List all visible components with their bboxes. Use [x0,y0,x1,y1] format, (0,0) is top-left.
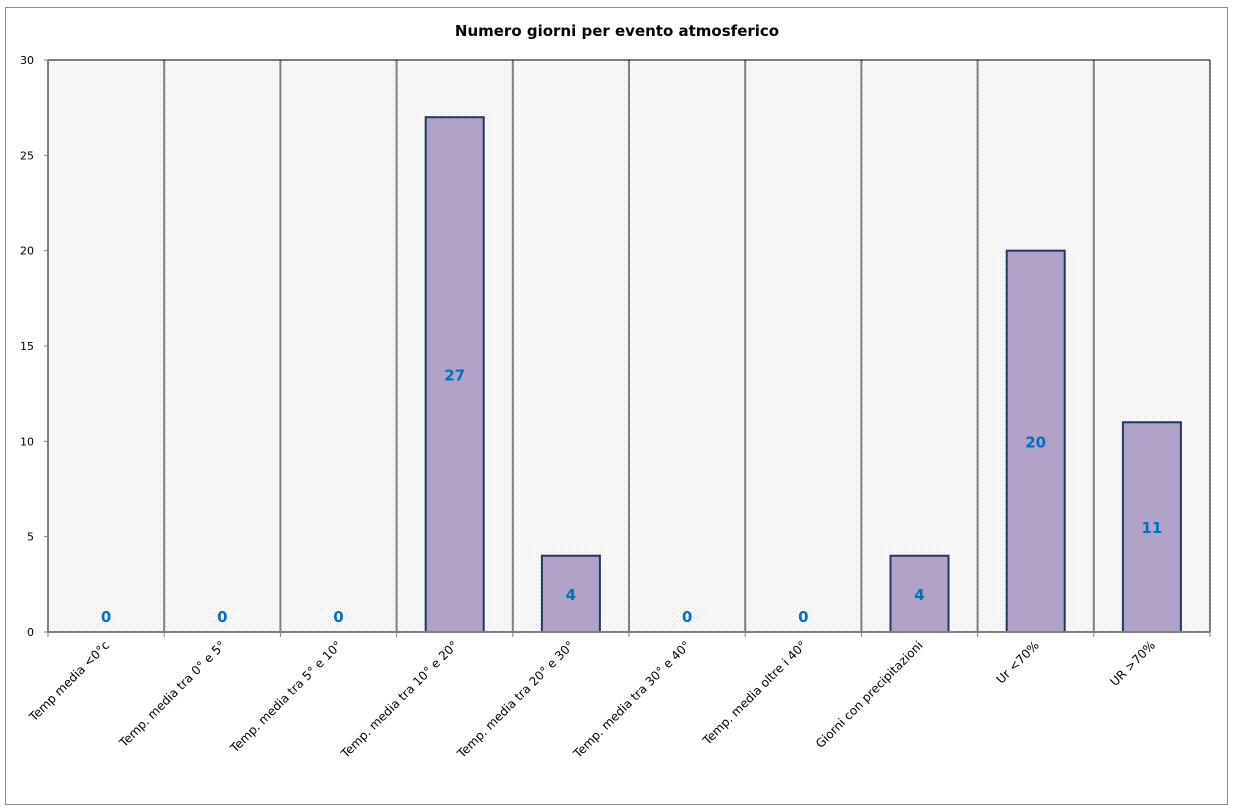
data-label: 20 [1025,433,1046,451]
y-tick-label: 20 [20,245,34,258]
data-label: 27 [444,367,465,385]
data-label: 0 [101,608,111,626]
y-tick-label: 30 [20,54,34,67]
y-tick-label: 5 [27,531,34,544]
bar [1005,249,1066,634]
bar [889,554,950,634]
y-tick-label: 10 [20,435,34,448]
y-tick-label: 0 [27,626,34,639]
data-label: 0 [333,608,343,626]
data-label: 4 [914,586,924,604]
data-label: 0 [682,608,692,626]
y-tick-label: 15 [20,340,34,353]
data-label: 11 [1141,519,1162,537]
y-tick-label: 25 [20,149,34,162]
bar [1121,421,1182,633]
data-label: 4 [566,586,576,604]
data-label: 0 [217,608,227,626]
chart-title: Numero giorni per evento atmosferico [455,22,779,40]
data-label: 0 [798,608,808,626]
